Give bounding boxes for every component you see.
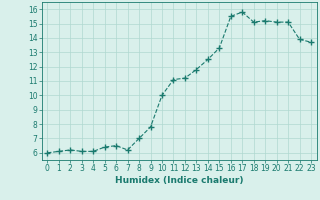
X-axis label: Humidex (Indice chaleur): Humidex (Indice chaleur) (115, 176, 244, 185)
